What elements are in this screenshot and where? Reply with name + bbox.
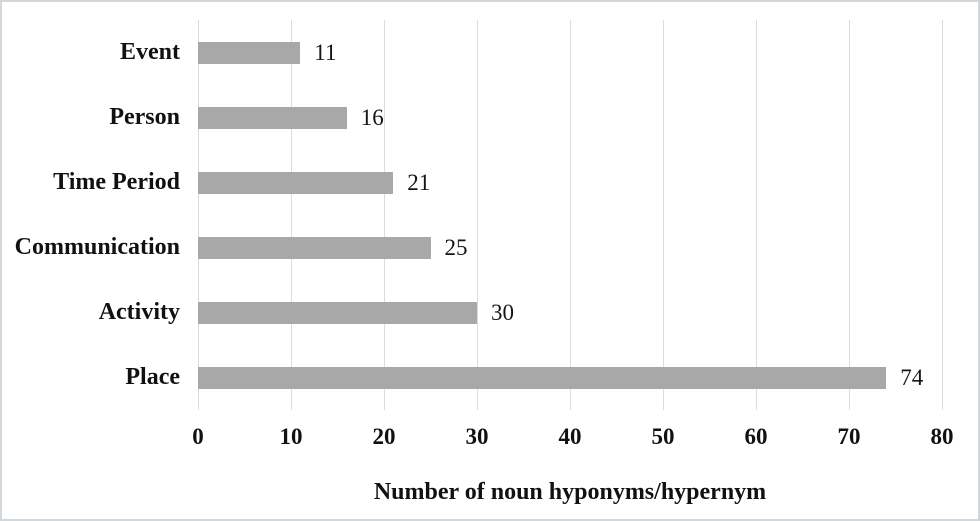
x-axis-title: Number of noun hyponyms/hypernym (373, 479, 767, 505)
x-tick-label: 50 (651, 424, 675, 449)
bar (198, 171, 394, 194)
category-label: Time Period (53, 169, 180, 195)
x-tick-label: 40 (558, 424, 582, 449)
category-label: Event (120, 39, 180, 65)
bar-value-label: 25 (444, 235, 468, 260)
x-tick-label: 70 (837, 424, 861, 449)
gridline (384, 20, 385, 410)
x-tick-label: 10 (279, 424, 303, 449)
gridline (291, 20, 292, 410)
category-label: Place (125, 364, 180, 390)
bar-value-label: 21 (407, 170, 431, 195)
bar (198, 41, 301, 64)
x-tick-label: 30 (465, 424, 489, 449)
plot-area: 11 16 21 25 30 74 (198, 20, 943, 410)
x-tick-label: 20 (372, 424, 396, 449)
category-label: Communication (14, 234, 180, 260)
bar (198, 236, 431, 259)
gridline (570, 20, 571, 410)
gridline (942, 20, 943, 410)
gridline (663, 20, 664, 410)
bar-value-label: 11 (314, 40, 337, 65)
x-tick-label: 60 (744, 424, 768, 449)
bar (198, 366, 887, 389)
bar (198, 301, 477, 324)
category-label: Person (109, 104, 180, 130)
gridline (198, 20, 199, 410)
category-label: Activity (98, 299, 180, 325)
bar-value-label: 74 (900, 365, 924, 390)
bar-value-label: 16 (360, 105, 384, 130)
bar (198, 106, 347, 129)
gridline (756, 20, 757, 410)
x-tick-label: 0 (192, 424, 204, 449)
bar-value-label: 30 (491, 300, 514, 325)
x-tick-label: 80 (930, 424, 954, 449)
gridline (849, 20, 850, 410)
y-axis-category-labels: Event Person Time Period Communication Activ… (2, 20, 180, 410)
gridline (477, 20, 478, 410)
